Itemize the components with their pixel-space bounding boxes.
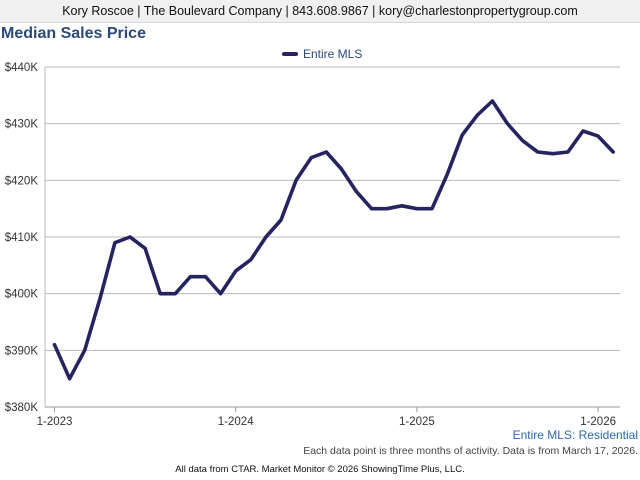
y-tick-label: $380K xyxy=(5,402,39,414)
y-tick-label: $390K xyxy=(5,345,39,357)
legend-swatch xyxy=(282,52,298,56)
y-tick-label: $440K xyxy=(5,62,39,74)
credit-footer: All data from CTAR. Market Monitor © 202… xyxy=(175,464,465,475)
contact-text: Kory Roscoe | The Boulevard Company | 84… xyxy=(62,4,578,18)
contact-header: Kory Roscoe | The Boulevard Company | 84… xyxy=(0,0,640,23)
x-tick-label: 1-2024 xyxy=(218,416,254,428)
chart-legend: Entire MLS xyxy=(282,46,362,62)
legend-label: Entire MLS xyxy=(303,47,363,61)
x-tick-label: 1-2026 xyxy=(580,416,616,428)
x-tick-label: 1-2025 xyxy=(399,416,435,428)
data-note: Each data point is three months of activ… xyxy=(303,445,638,457)
y-tick-label: $420K xyxy=(5,175,39,187)
y-tick-label: $430K xyxy=(5,119,39,131)
y-tick-label: $410K xyxy=(5,232,39,244)
series-description: Entire MLS: Residential xyxy=(512,428,638,442)
series-line xyxy=(52,99,616,381)
x-tick-label: 1-2023 xyxy=(37,416,73,428)
y-tick-label: $400K xyxy=(5,289,39,301)
chart-title: Median Sales Price xyxy=(1,25,146,42)
